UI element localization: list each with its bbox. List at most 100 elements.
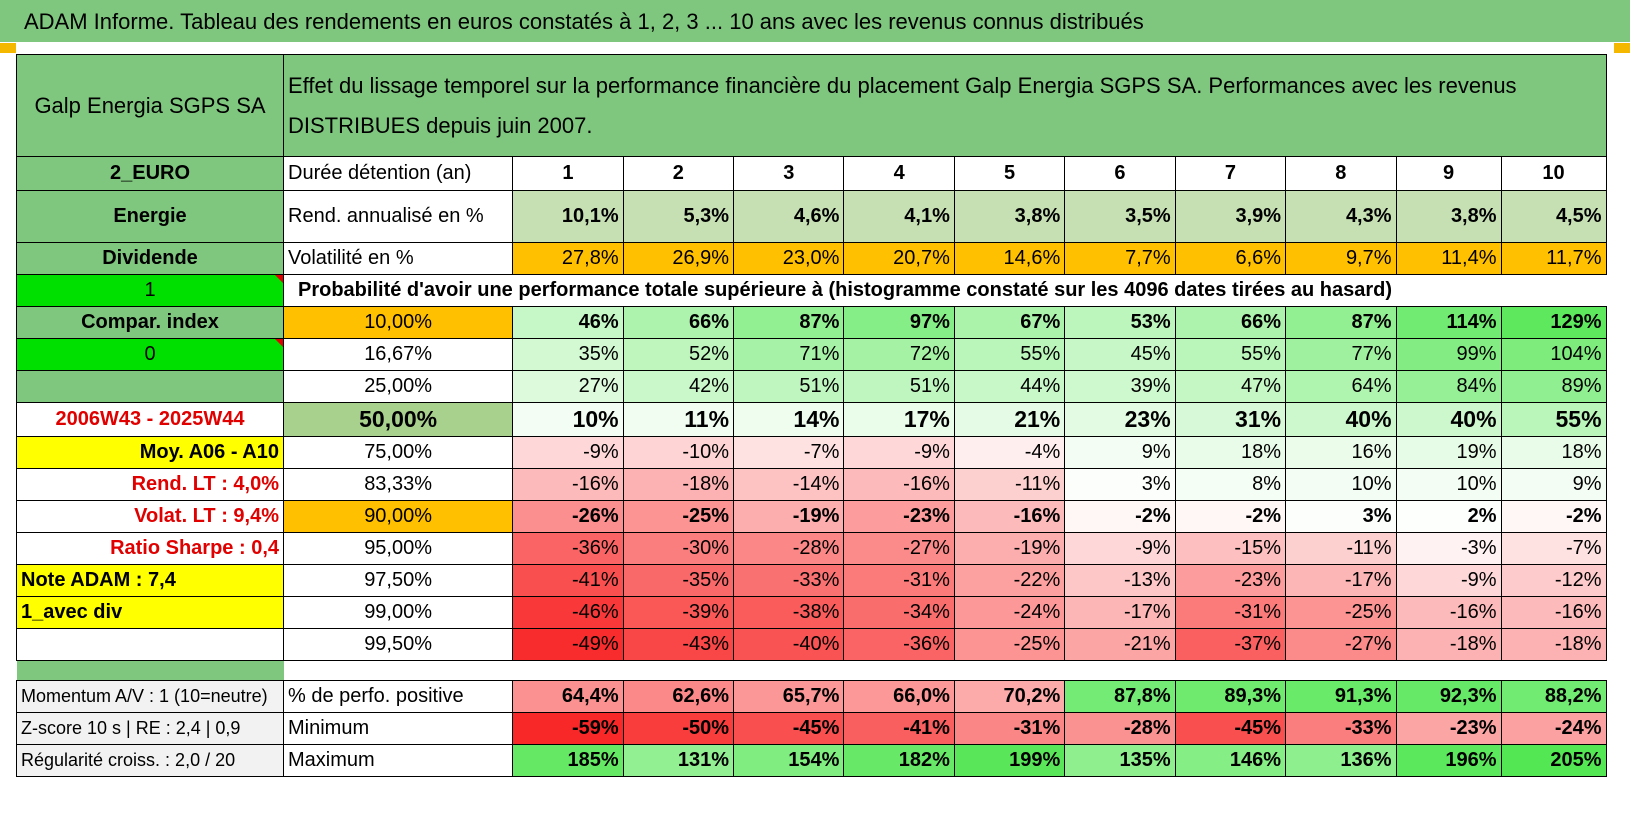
quantile-label: 75,00% [282, 436, 514, 469]
quantile-cell: 51% [843, 370, 955, 403]
quantile-cell: -30% [622, 532, 735, 565]
holding-period-label: Durée détention (an) [282, 156, 514, 191]
quantile-cell: 18% [1174, 436, 1287, 469]
quantile-row: Volat. LT : 9,4% 90,00% -26% -25% -19% -… [16, 500, 1607, 533]
stat-cell: -33% [1285, 712, 1397, 745]
quantile-cell: -21% [1064, 628, 1176, 661]
quantile-cell: -7% [733, 436, 845, 469]
quantile-cell: -33% [733, 564, 845, 597]
stat-cell: 205% [1500, 744, 1607, 777]
year-header: 6 [1064, 156, 1176, 191]
stat-cell: 154% [733, 744, 845, 777]
volatility-cell: 11,7% [1500, 242, 1607, 275]
quantile-cell: -16% [512, 468, 624, 501]
year-header: 10 [1500, 156, 1607, 191]
quantile-cell: 51% [733, 370, 845, 403]
quantile-cell: -18% [622, 468, 735, 501]
regularity-label: Régularité croiss. : 2,0 / 20 [16, 744, 284, 777]
volatility-row: Dividende Volatilité en % 27,8% 26,9% 23… [16, 242, 1607, 275]
quantile-label: 99,00% [282, 596, 514, 629]
return-cell: 5,3% [622, 190, 735, 243]
stat-cell: 91,3% [1285, 680, 1397, 713]
performance-table: Galp Energia SGPS SA Effet du lissage te… [16, 54, 1607, 777]
stat-cell: -28% [1064, 712, 1176, 745]
quantile-cell: -23% [843, 500, 955, 533]
annualized-return-row: Energie Rend. annualisé en % 10,1% 5,3% … [16, 190, 1607, 243]
quantile-cell: -10% [622, 436, 735, 469]
average-label: Moy. A06 - A10 [16, 436, 284, 469]
quantile-label: 10,00% [282, 306, 514, 339]
stat-label: Minimum [282, 712, 514, 745]
stat-cell: 136% [1285, 744, 1397, 777]
quantile-label: 95,00% [282, 532, 514, 565]
sector-label: Energie [16, 190, 284, 243]
quantile-cell: -19% [953, 532, 1066, 565]
quantile-cell: 64% [1285, 370, 1397, 403]
quantile-cell: -23% [1174, 564, 1287, 597]
quantile-cell: 66% [622, 306, 735, 339]
volatility-cell: 7,7% [1064, 242, 1176, 275]
stat-label: Maximum [282, 744, 514, 777]
quantile-cell: -12% [1500, 564, 1607, 597]
quantile-row: Ratio Sharpe : 0,4 95,00% -36% -30% -28%… [16, 532, 1607, 565]
volatility-cell: 14,6% [953, 242, 1066, 275]
quantile-cell: 97% [843, 306, 955, 339]
quantile-cell: -7% [1500, 532, 1607, 565]
quantile-cell: 55% [1174, 338, 1287, 371]
quantile-cell: -35% [622, 564, 735, 597]
quantile-cell: 44% [953, 370, 1066, 403]
volatility-cell: 9,7% [1285, 242, 1397, 275]
stat-cell: 92,3% [1395, 680, 1502, 713]
quantile-cell: -25% [1285, 596, 1397, 629]
quantile-cell: -4% [953, 436, 1066, 469]
volatility-label: Volatilité en % [282, 242, 514, 275]
type-label: Dividende [16, 242, 284, 275]
quantile-cell: 71% [733, 338, 845, 371]
quantile-cell: 72% [843, 338, 955, 371]
positive-perf-row: Momentum A/V : 1 (10=neutre) % de perfo.… [16, 680, 1607, 713]
stat-cell: 87,8% [1064, 680, 1176, 713]
quantile-cell: -18% [1500, 628, 1607, 661]
year-header: 7 [1174, 156, 1287, 191]
quantile-row: Note ADAM : 7,4 97,50% -41% -35% -33% -3… [16, 564, 1607, 597]
quantile-cell: 14% [733, 402, 845, 437]
quantile-cell: -24% [953, 596, 1066, 629]
volatility-cell: 26,9% [622, 242, 735, 275]
return-cell: 10,1% [512, 190, 624, 243]
quantile-cell: -17% [1064, 596, 1176, 629]
flag-zero: 0 [16, 338, 284, 371]
empty-side-cell [16, 628, 284, 661]
year-header: 3 [733, 156, 845, 191]
quantile-cell: -43% [622, 628, 735, 661]
quantile-cell: -25% [953, 628, 1066, 661]
quantile-cell: -2% [1174, 500, 1287, 533]
company-name: Galp Energia SGPS SA [16, 54, 284, 157]
quantile-row: 99,50% -49% -43% -40% -36% -25% -21% -37… [16, 628, 1607, 661]
quantile-cell: 9% [1500, 468, 1607, 501]
quantile-cell: 11% [622, 402, 735, 437]
quantile-cell: -16% [953, 500, 1066, 533]
long-term-volatility: Volat. LT : 9,4% [16, 500, 284, 533]
quantile-cell: 40% [1395, 402, 1502, 437]
quantile-cell: 3% [1064, 468, 1176, 501]
stat-cell: 182% [843, 744, 955, 777]
quantile-cell: -9% [1395, 564, 1502, 597]
quantile-cell: -36% [512, 532, 624, 565]
period-label: 2006W43 - 2025W44 [16, 402, 284, 437]
quantile-row: Rend. LT : 4,0% 83,33% -16% -18% -14% -1… [16, 468, 1607, 501]
quantile-cell: -11% [1285, 532, 1397, 565]
quantile-cell: 40% [1285, 402, 1397, 437]
volatility-cell: 20,7% [843, 242, 955, 275]
stat-cell: 196% [1395, 744, 1502, 777]
volatility-cell: 27,8% [512, 242, 624, 275]
quantile-cell: -18% [1395, 628, 1502, 661]
quantile-cell: 55% [1500, 402, 1607, 437]
compar-index-label: Compar. index [16, 306, 284, 339]
quantile-cell: 10% [1285, 468, 1397, 501]
zscore-label: Z-score 10 s | RE : 2,4 | 0,9 [16, 712, 284, 745]
quantile-cell: -9% [512, 436, 624, 469]
quantile-cell: 19% [1395, 436, 1502, 469]
empty-side-cell [16, 370, 284, 403]
volatility-cell: 11,4% [1395, 242, 1502, 275]
dividend-mode: 1_avec div [16, 596, 284, 629]
